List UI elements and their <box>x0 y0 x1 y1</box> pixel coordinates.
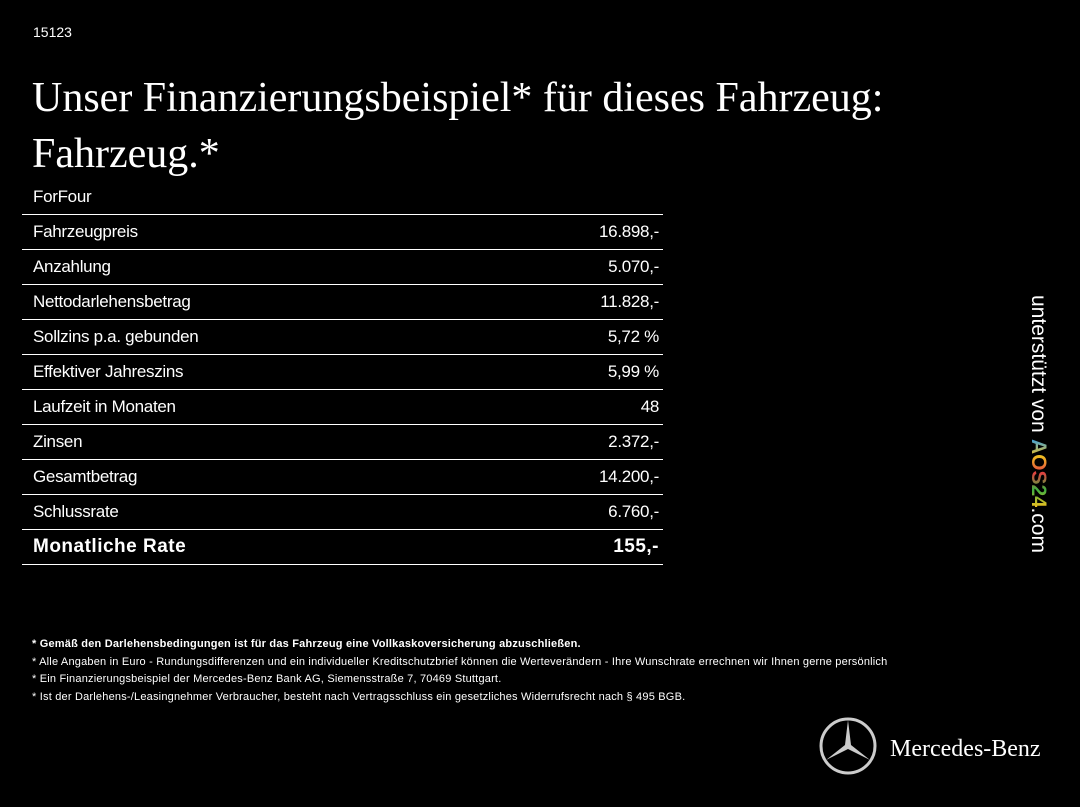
title-line: Fahrzeug.* <box>32 131 220 177</box>
row-value: 5,99 % <box>607 362 659 381</box>
footnote: * Gemäß den Darlehensbedingungen ist für… <box>32 638 581 650</box>
row-label: Gesamtbetrag <box>33 467 138 486</box>
sidebar-logo: AOS24 <box>1027 438 1050 508</box>
row-value: 48 <box>640 397 660 416</box>
sidebar: unterstützt von AOS24.com <box>1026 295 1050 553</box>
row-value: 5.070,- <box>608 257 659 276</box>
table-row: Effektiver Jahreszins 5,99 % <box>22 355 663 390</box>
row-label: Zinsen <box>33 432 83 451</box>
row-value: 5,72 % <box>607 327 659 346</box>
ad-id: 15123 <box>33 24 72 40</box>
table-row: Anzahlung 5.070,- <box>22 250 663 285</box>
footnotes: * Gemäß den Darlehensbedingungen ist für… <box>32 636 887 706</box>
row-label: Fahrzeugpreis <box>33 222 138 241</box>
table-row: Monatliche Rate 155,- <box>22 530 663 565</box>
row-value: 2.372,- <box>608 432 659 451</box>
row-label: Laufzeit in Monaten <box>33 397 176 416</box>
row-label: Monatliche Rate <box>33 536 187 557</box>
brand-name: Mercedes-Benz <box>890 736 1041 762</box>
table-row: Fahrzeugpreis 16.898,- <box>22 215 663 250</box>
title-line: Unser Finanzierungsbeispiel* für dieses … <box>32 75 884 121</box>
footnote: * Alle Angaben in Euro - Rundungsdiffere… <box>32 655 888 668</box>
row-label: Nettodarlehensbetrag <box>33 292 191 311</box>
row-label: Schlussrate <box>33 502 119 521</box>
table-row: Gesamtbetrag 14.200,- <box>22 460 663 495</box>
row-value: 14.200,- <box>599 467 659 486</box>
sidebar-suffix: .com <box>1027 507 1050 553</box>
table-heading: ForFour <box>22 180 663 215</box>
row-value: 16.898,- <box>599 222 659 241</box>
row-value: 11.828,- <box>600 292 659 311</box>
row-label: Anzahlung <box>33 257 111 276</box>
sidebar-prefix: unterstützt von <box>1027 295 1050 433</box>
table-row: Schlussrate 6.760,- <box>22 495 663 530</box>
row-value: 155,- <box>613 536 659 557</box>
footnote: * Ein Finanzierungsbeispiel der Mercedes… <box>32 673 502 685</box>
table-row: Zinsen 2.372,- <box>22 425 663 460</box>
footnote: * Ist der Darlehens-/Leasingnehmer Verbr… <box>32 690 686 703</box>
row-label: Effektiver Jahreszins <box>33 362 184 381</box>
table-row: Sollzins p.a. gebunden 5,72 % <box>22 320 663 355</box>
heading-text: ForFour <box>33 187 92 206</box>
brand-logo <box>819 717 877 775</box>
table-row: Nettodarlehensbetrag 11.828,- <box>22 285 663 320</box>
finance-table: ForFour Fahrzeugpreis 16.898,- Anzahlung 5.… <box>22 180 663 565</box>
row-value: 6.760,- <box>608 502 659 521</box>
row-label: Sollzins p.a. gebunden <box>33 327 199 346</box>
table-row: Laufzeit in Monaten 48 <box>22 390 663 425</box>
